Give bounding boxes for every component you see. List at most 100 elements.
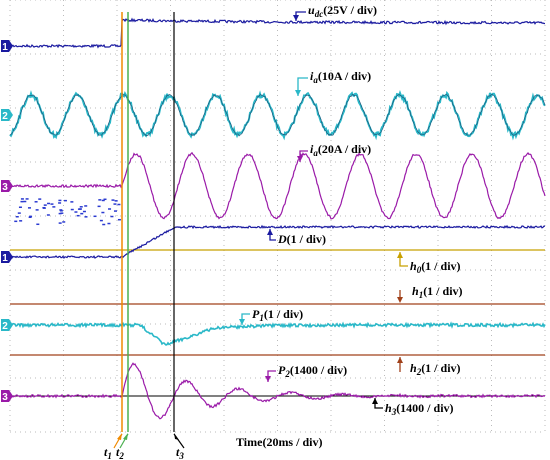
noise-dot <box>107 222 111 225</box>
channel-tag: 3 <box>1 180 13 193</box>
channel-tag: 2 <box>1 109 13 122</box>
noise-dot <box>47 202 51 205</box>
label-main: i <box>310 142 314 156</box>
noise-dot <box>15 215 19 218</box>
pointer-head <box>117 433 122 440</box>
pointer-head <box>123 433 128 440</box>
noise-dot <box>29 215 33 218</box>
noise-dot <box>113 203 117 205</box>
noise-dot <box>34 201 38 203</box>
tag-shape <box>1 319 13 331</box>
label-sub: 3 <box>391 407 397 417</box>
noise-dot <box>58 199 62 202</box>
label-main: t <box>176 445 180 459</box>
signal-label: t3 <box>176 445 184 460</box>
noise-dot <box>20 198 24 200</box>
noise-dot <box>58 222 62 224</box>
traces <box>9 17 546 420</box>
noise-dot <box>38 198 42 200</box>
channel-tag: 1 <box>1 40 13 53</box>
pointer-head <box>267 229 273 235</box>
label-main: t <box>116 445 120 459</box>
signal-label: t1 <box>104 445 112 460</box>
tag-shape <box>1 251 13 263</box>
label-rest: (10A / div) <box>318 69 371 83</box>
pointer-head <box>293 15 299 21</box>
signal-label: t2 <box>116 445 124 460</box>
noise-dot <box>23 200 27 203</box>
tag-shape <box>1 390 13 402</box>
label-rest: (1400 / div) <box>290 363 347 377</box>
noise-dot <box>14 220 18 223</box>
channel-number: 3 <box>2 182 8 193</box>
noise-dot <box>52 206 56 208</box>
noise-dot <box>27 207 31 209</box>
channel-tag: 2 <box>1 319 13 332</box>
noise-dot <box>108 208 112 210</box>
label-rest: (1 / div) <box>264 307 303 321</box>
noise-dot <box>93 215 97 218</box>
trace <box>9 321 546 346</box>
noise-dot <box>84 205 88 207</box>
label-main: P <box>252 307 260 321</box>
signal-label: P2(1400 / div) <box>278 363 347 379</box>
noise-dot <box>70 208 74 211</box>
noise-dot <box>35 209 39 211</box>
pointer-head <box>265 376 271 382</box>
signal-label: udc(25V / div) <box>308 3 377 19</box>
pointer-head <box>397 297 403 303</box>
noise-dot <box>42 207 46 209</box>
noise-dot <box>99 219 103 222</box>
pointer-head <box>397 252 403 258</box>
signal-label: ia(10A / div) <box>310 69 371 85</box>
channel-number: 2 <box>2 321 8 332</box>
noise-dot <box>19 220 23 222</box>
tag-shape <box>1 180 13 192</box>
noise-dot <box>59 210 63 212</box>
label-rest: (1 / div) <box>421 361 460 375</box>
pointer-head <box>239 319 245 325</box>
channel-tag: 3 <box>1 390 13 403</box>
noise-dot <box>59 209 63 211</box>
label-main: h <box>410 259 417 273</box>
label-sub: 0 <box>417 265 422 275</box>
noise-dot <box>79 206 83 208</box>
pointer-head <box>397 357 403 363</box>
noise-dot <box>58 212 62 215</box>
signal-label: h2(1 / div) <box>410 361 461 377</box>
label-rest: (1 / div) <box>423 284 462 298</box>
tag-shape <box>1 40 13 52</box>
label-sub: 2 <box>118 451 124 460</box>
noise-dot <box>76 214 80 217</box>
label-main: i <box>310 69 314 83</box>
label-main: h <box>412 284 419 298</box>
noise-dot <box>101 211 105 214</box>
pointer-head <box>174 433 179 440</box>
trace <box>9 93 546 137</box>
labels: udc(25V / div)ia(10A / div)ia(20A / div)… <box>104 3 463 460</box>
signal-label: ia(20A / div) <box>310 142 371 158</box>
label-sub: a <box>313 148 318 158</box>
noise-dot <box>103 198 107 201</box>
noise-dot <box>25 198 29 200</box>
noise-dot <box>117 203 121 206</box>
noise-dot <box>110 215 114 218</box>
trace <box>9 151 546 220</box>
label-main: D <box>277 232 287 246</box>
trace <box>9 362 546 420</box>
label-sub: 2 <box>284 369 290 379</box>
signal-label: h0(1 / div) <box>410 259 461 275</box>
noise-dot <box>63 199 67 202</box>
noise-dot <box>101 199 105 202</box>
label-sub: dc <box>315 9 324 19</box>
pointer-head <box>295 90 301 96</box>
label-sub: 1 <box>419 290 424 300</box>
channel-number: 1 <box>2 42 8 53</box>
label-sub: 1 <box>107 451 112 460</box>
noise-dot <box>58 202 62 204</box>
noise-dot <box>50 203 54 205</box>
channel-number: 2 <box>2 111 8 122</box>
label-sub: a <box>313 75 318 85</box>
pointer-head <box>297 156 303 162</box>
